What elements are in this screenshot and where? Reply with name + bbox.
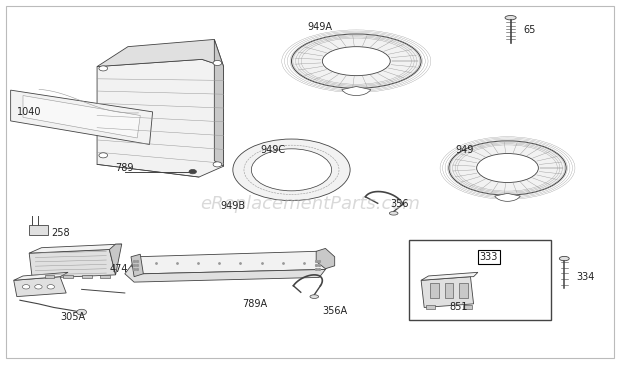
Ellipse shape [310,295,319,299]
Polygon shape [29,278,32,291]
Polygon shape [23,96,140,138]
Bar [430,283,439,298]
Polygon shape [97,59,224,177]
Polygon shape [125,266,326,282]
Text: 65: 65 [523,25,535,35]
Polygon shape [131,251,332,274]
Text: 356A: 356A [322,306,347,316]
Bar [100,275,110,278]
Circle shape [35,285,42,289]
Polygon shape [29,244,122,253]
Text: 949A: 949A [307,22,332,32]
Circle shape [99,153,107,158]
Polygon shape [29,250,115,278]
Text: 789A: 789A [242,299,267,309]
Text: 474: 474 [109,264,128,274]
Ellipse shape [389,211,398,215]
Circle shape [77,309,87,315]
Circle shape [22,285,30,289]
Bar [426,305,435,308]
Ellipse shape [449,141,566,195]
Bar [29,225,48,235]
Polygon shape [215,39,224,166]
Bar [463,305,472,308]
Text: 949: 949 [455,145,474,155]
Polygon shape [421,277,474,307]
Bar [82,275,92,278]
Circle shape [213,162,222,167]
Bar [445,283,453,298]
Ellipse shape [291,34,421,88]
Text: 334: 334 [577,272,595,283]
Ellipse shape [251,149,332,191]
Circle shape [213,61,222,65]
Ellipse shape [477,154,538,182]
Polygon shape [14,277,66,297]
Text: 851: 851 [449,303,467,312]
Circle shape [99,66,107,71]
Text: 356: 356 [390,199,409,209]
Polygon shape [109,244,122,275]
Text: 258: 258 [51,228,69,238]
Bar [63,275,73,278]
Bar [409,241,551,320]
Polygon shape [97,39,224,66]
Polygon shape [11,90,153,145]
Text: 949C: 949C [260,145,286,155]
Wedge shape [342,87,371,96]
Polygon shape [131,254,143,277]
Text: 305A: 305A [60,311,85,322]
Wedge shape [495,193,520,201]
Ellipse shape [322,47,390,76]
Text: eReplacementParts.com: eReplacementParts.com [200,195,420,213]
Ellipse shape [559,256,569,261]
Bar [459,283,468,298]
Circle shape [47,285,55,289]
Polygon shape [421,272,478,280]
Polygon shape [14,272,68,280]
Circle shape [189,169,197,174]
Ellipse shape [505,16,516,20]
Polygon shape [316,249,335,269]
Text: 949B: 949B [221,201,246,211]
Bar [45,275,55,278]
Text: 333: 333 [480,252,498,262]
Text: 1040: 1040 [17,107,42,117]
Text: 789: 789 [115,163,134,173]
Ellipse shape [233,139,350,201]
